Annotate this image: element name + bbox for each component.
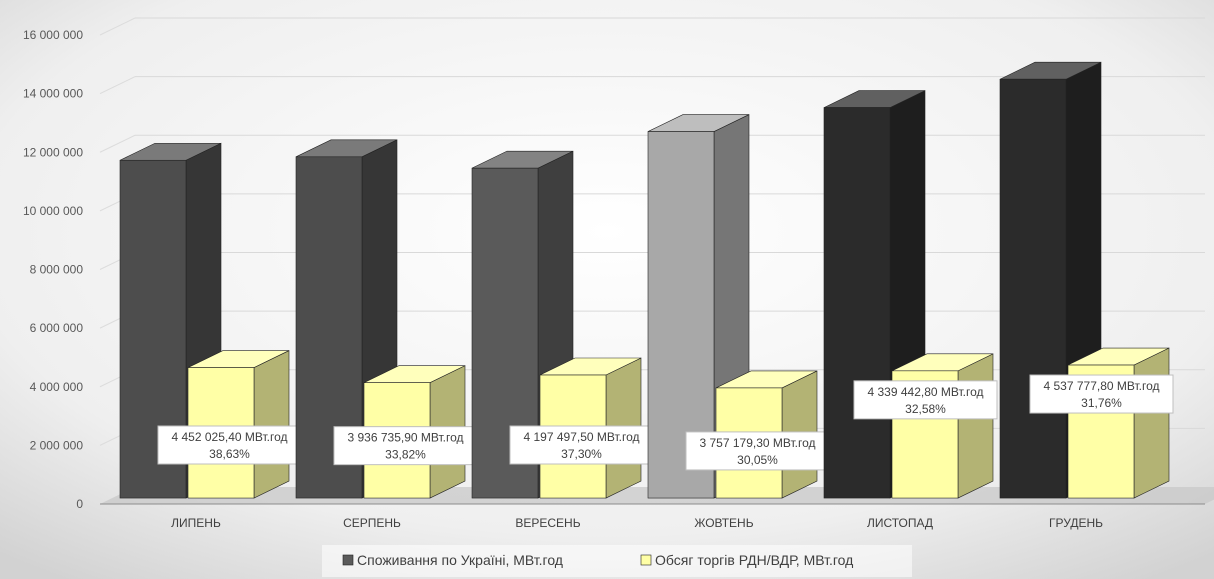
x-tick-label: ЛИСТОПАД: [867, 516, 933, 530]
x-tick-label: ЖОВТЕНЬ: [694, 516, 753, 530]
gridline-depth: [99, 134, 136, 153]
data-label-box: [157, 425, 302, 465]
y-tick-label: 4 000 000: [30, 380, 84, 394]
legend-label-consumption: Споживання по Україні, МВт.год: [357, 552, 563, 568]
data-label-value: 4 452 025,40 МВт.год: [171, 430, 287, 444]
y-tick-label: 14 000 000: [23, 87, 83, 101]
data-label-value: 4 339 442,80 МВт.год: [867, 385, 983, 399]
x-tick-label: ГРУДЕНЬ: [1049, 516, 1103, 530]
gridline-depth: [99, 17, 136, 36]
data-label-value: 4 197 497,50 МВт.год: [523, 430, 639, 444]
bar-trading-side: [1133, 347, 1170, 499]
data-label-value: 4 537 777,80 МВт.год: [1043, 379, 1159, 393]
x-tick-label: ВЕРЕСЕНЬ: [515, 516, 580, 530]
legend-swatch-trading: [640, 554, 652, 566]
bar-consumption: [999, 78, 1067, 499]
data-label-percent: 33,82%: [385, 448, 426, 462]
bar-trading-side: [253, 350, 290, 499]
data-label-percent: 30,05%: [737, 453, 778, 467]
data-label-percent: 38,63%: [209, 447, 250, 461]
bar-trading-side: [957, 353, 994, 499]
data-label-value: 3 936 735,90 МВт.год: [347, 431, 463, 445]
y-tick-label: 10 000 000: [23, 204, 83, 218]
data-label-value: 3 757 179,30 МВт.год: [699, 436, 815, 450]
legend-swatch-consumption: [342, 554, 354, 566]
data-label-percent: 31,76%: [1081, 396, 1122, 410]
legend-box: [322, 545, 912, 577]
data-label-box: [685, 431, 830, 471]
legend-label-trading: Обсяг торгів РДН/ВДР, МВт.год: [655, 552, 853, 568]
data-label-percent: 37,30%: [561, 447, 602, 461]
y-tick-label: 12 000 000: [23, 145, 83, 159]
y-tick-label: 8 000 000: [30, 263, 84, 277]
x-tick-label: ЛИПЕНЬ: [171, 516, 221, 530]
data-label-box: [1029, 374, 1174, 414]
data-label-percent: 32,58%: [905, 402, 946, 416]
bar-consumption: [823, 107, 891, 499]
y-tick-label: 6 000 000: [30, 321, 84, 335]
y-tick-label: 16 000 000: [23, 28, 83, 42]
gridline-depth: [99, 76, 136, 95]
data-label-box: [853, 380, 998, 420]
x-tick-label: СЕРПЕНЬ: [343, 516, 401, 530]
y-tick-label: 0: [76, 497, 83, 511]
y-tick-label: 2 000 000: [30, 438, 84, 452]
data-label-box: [333, 426, 478, 466]
